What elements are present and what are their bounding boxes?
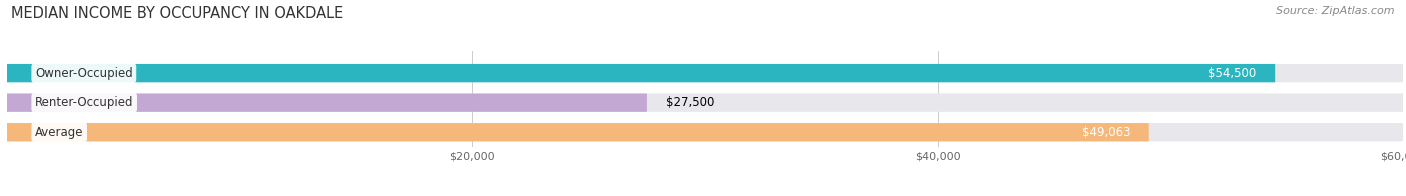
Text: Average: Average (35, 126, 83, 139)
FancyBboxPatch shape (7, 64, 1275, 82)
Text: Renter-Occupied: Renter-Occupied (35, 96, 134, 109)
Text: $54,500: $54,500 (1208, 67, 1257, 80)
Text: MEDIAN INCOME BY OCCUPANCY IN OAKDALE: MEDIAN INCOME BY OCCUPANCY IN OAKDALE (11, 6, 343, 21)
FancyBboxPatch shape (7, 64, 1403, 82)
Text: Source: ZipAtlas.com: Source: ZipAtlas.com (1277, 6, 1395, 16)
Text: $49,063: $49,063 (1081, 126, 1130, 139)
Text: $27,500: $27,500 (665, 96, 714, 109)
FancyBboxPatch shape (7, 93, 1403, 112)
FancyBboxPatch shape (7, 123, 1403, 141)
FancyBboxPatch shape (7, 93, 647, 112)
Text: Owner-Occupied: Owner-Occupied (35, 67, 132, 80)
FancyBboxPatch shape (7, 123, 1149, 141)
